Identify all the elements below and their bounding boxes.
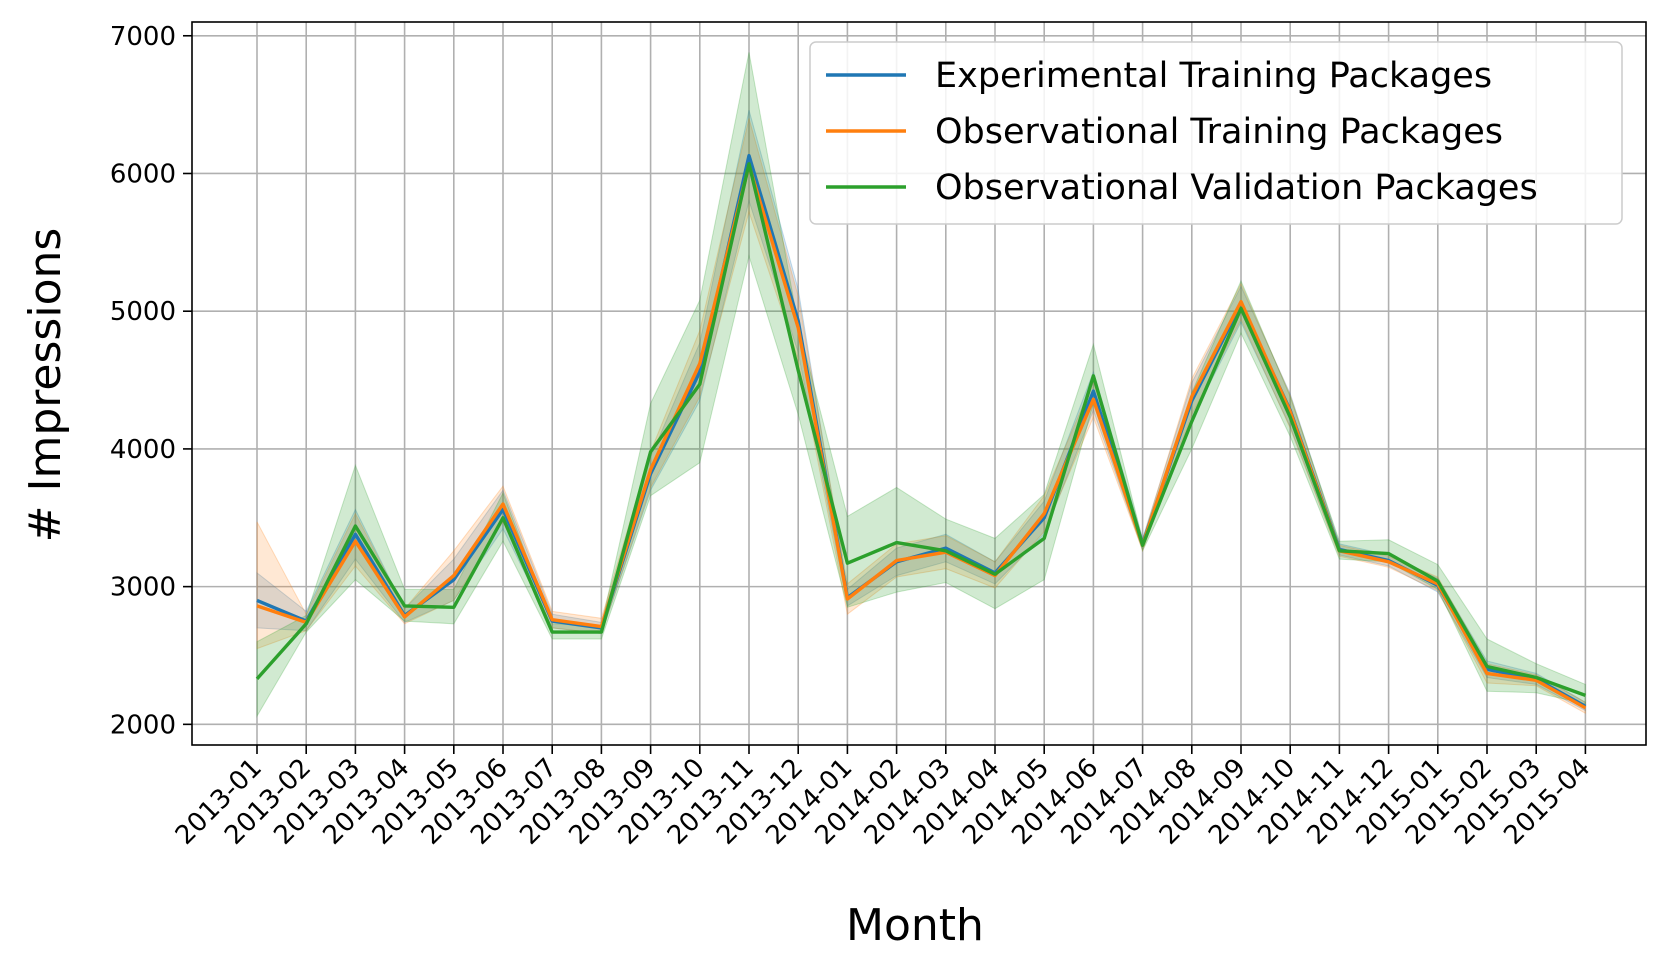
series-line-1 [256,153,1587,708]
plot-area-frame [191,21,1647,746]
x-axis-label: Month [846,900,984,951]
y-tick-label: 2000 [110,710,176,740]
y-axis-label: # Impressions [20,228,71,543]
y-tick-label: 4000 [110,435,176,465]
confidence-bands [256,52,1586,718]
series-line-2 [256,163,1587,710]
confidence-band-2 [256,118,1586,715]
y-tick-label: 6000 [110,159,176,189]
confidence-band-3 [256,52,1586,718]
y-tick-label: 5000 [110,297,176,327]
legend: Experimental Training Packages Observatio… [809,41,1623,225]
legend-label-2: Observational Training Packages [935,112,1503,152]
confidence-band-1 [256,109,1586,712]
y-axis-ticks: 2000 3000 4000 5000 6000 7000 [110,22,192,740]
legend-box [809,41,1623,225]
series-lines [255,153,1587,710]
legend-label-3: Observational Validation Packages [935,168,1538,208]
legend-label-1: Experimental Training Packages [935,56,1492,96]
series-line-3 [255,162,1586,697]
y-tick-label: 7000 [110,22,176,52]
x-axis-ticks: 2013-012013-022013-032013-042013-052013-… [170,745,1596,851]
y-tick-label: 3000 [110,573,176,603]
